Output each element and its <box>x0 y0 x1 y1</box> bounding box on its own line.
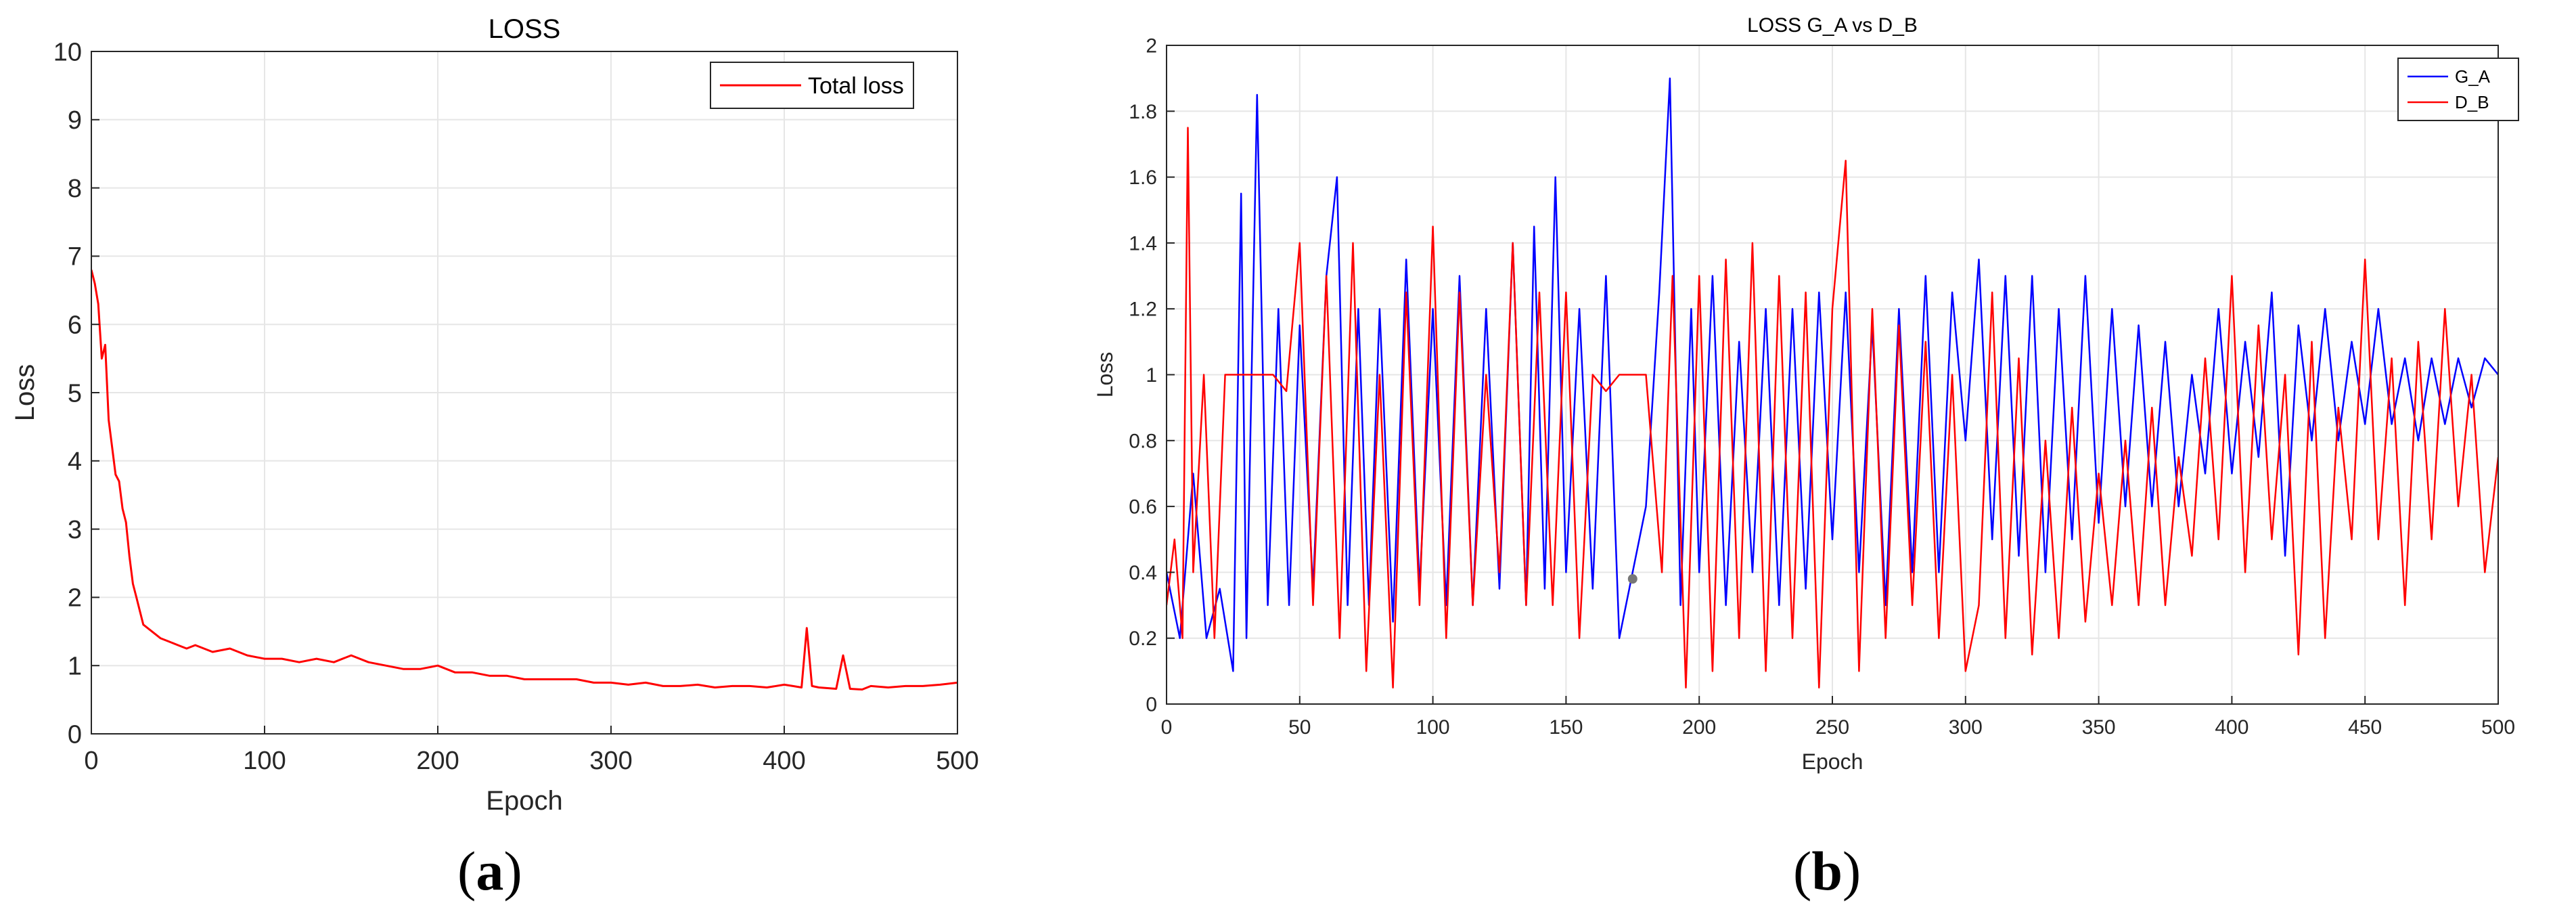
chart-b: 0 50 100 150 200 250 300 350 400 450 500 0 0.2 0.4 0.6… <box>1093 14 2519 774</box>
chart-b-ytick-label-10: 2 <box>1146 35 1157 58</box>
chart-b-ytick-label-6: 1.2 <box>1129 299 1157 321</box>
chart-a-ytick-label-7: 7 <box>68 243 82 271</box>
chart-a-xtick-label-3: 300 <box>589 747 632 775</box>
chart-a-legend-box <box>710 62 914 109</box>
chart-b-ytick-label-2: 0.4 <box>1129 562 1157 584</box>
chart-a-xtick-label-4: 400 <box>763 747 805 775</box>
chart-b-xtick-label-8: 400 <box>2215 716 2249 739</box>
chart-a: 0 100 200 300 400 500 0 1 2 3 4 5 6 7 8 9 10 LOSS Epoch Los… <box>10 14 979 816</box>
chart-b-ytick-label-3: 0.6 <box>1129 496 1157 519</box>
panel-label-a-letter: a <box>476 840 504 902</box>
chart-b-legend: G_A D_B <box>2397 58 2519 121</box>
chart-a-legend: Total loss <box>710 62 914 109</box>
chart-b-xtick-label-1: 50 <box>1288 716 1311 739</box>
chart-a-ytick-label-5: 5 <box>68 379 82 408</box>
chart-b-ytick-label-0: 0 <box>1146 694 1157 716</box>
panel-label-b-open: ( <box>1793 840 1812 902</box>
chart-a-ylabel: Loss <box>10 364 40 422</box>
chart-a-xtick-label-5: 500 <box>936 747 978 775</box>
chart-a-ytick-label-3: 3 <box>68 516 82 544</box>
chart-a-ytick-label-2: 2 <box>68 584 82 613</box>
chart-a-legend-label-0: Total loss <box>808 73 904 99</box>
chart-a-ytick-label-1: 1 <box>68 653 82 681</box>
chart-a-xtick-label-1: 100 <box>243 747 286 775</box>
chart-b-ytick-label-9: 1.8 <box>1129 101 1157 123</box>
panel-label-a-open: ( <box>457 840 476 902</box>
panel-label-a-close: ) <box>503 840 522 902</box>
chart-b-ylabel: Loss <box>1093 352 1117 398</box>
chart-b-title: LOSS G_A vs D_B <box>1747 14 1918 37</box>
chart-b-xtick-label-5: 250 <box>1815 716 1849 739</box>
chart-a-ytick-label-4: 4 <box>68 447 82 476</box>
chart-a-ytick-label-8: 8 <box>68 175 82 203</box>
chart-a-series-0 <box>91 269 957 691</box>
panel-label-b-close: ) <box>1842 840 1861 902</box>
chart-b-xtick-label-9: 450 <box>2348 716 2382 739</box>
chart-b-ytick-label-1: 0.2 <box>1129 628 1157 650</box>
chart-a-title: LOSS <box>489 14 561 44</box>
chart-a-xtick-label-0: 0 <box>84 747 98 775</box>
chart-b-xtick-label-6: 300 <box>1949 716 1983 739</box>
chart-a-ytick-label-6: 6 <box>68 311 82 340</box>
panel-label-a: (a) <box>457 839 522 903</box>
chart-b-xtick-label-2: 100 <box>1416 716 1450 739</box>
panel-label-b: (b) <box>1793 839 1861 903</box>
chart-b-ytick-label-8: 1.6 <box>1129 167 1157 189</box>
chart-b-xtick-label-3: 150 <box>1549 716 1583 739</box>
chart-a-ytick-label-9: 9 <box>68 106 82 135</box>
chart-a-ytick-label-0: 0 <box>68 720 82 749</box>
chart-b-legend-box <box>2397 58 2519 121</box>
chart-b-xtick-label-0: 0 <box>1161 716 1173 739</box>
chart-a-ytick-label-10: 10 <box>53 38 82 66</box>
chart-b-ytick-label-5: 1 <box>1146 364 1157 387</box>
chart-b-annotation-0 <box>1627 574 1637 584</box>
chart-a-xlabel: Epoch <box>486 786 562 816</box>
chart-b-xtick-label-4: 200 <box>1682 716 1716 739</box>
chart-b-legend-label-1: D_B <box>2455 92 2489 112</box>
chart-b-ytick-label-7: 1.4 <box>1129 232 1157 255</box>
chart-b-ytick-label-4: 0.8 <box>1129 430 1157 452</box>
chart-b-series-1 <box>1167 127 2498 688</box>
chart-b-legend-label-0: G_A <box>2455 66 2491 87</box>
panel-label-b-letter: b <box>1811 840 1843 902</box>
chart-a-xtick-label-2: 200 <box>416 747 459 775</box>
chart-b-xtick-label-10: 500 <box>2481 716 2515 739</box>
chart-b-xtick-label-7: 350 <box>2082 716 2116 739</box>
chart-b-xlabel: Epoch <box>1802 749 1863 774</box>
